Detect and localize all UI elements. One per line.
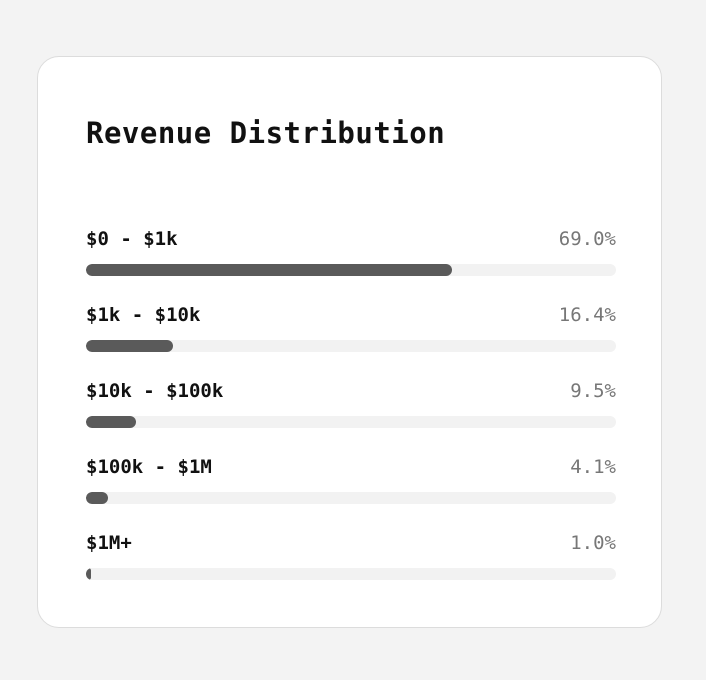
row-header: $1k - $10k 16.4% bbox=[86, 303, 616, 327]
bar-track bbox=[86, 340, 616, 352]
category-label: $1k - $10k bbox=[86, 304, 201, 326]
row-header: $0 - $1k 69.0% bbox=[86, 227, 616, 251]
bar-track bbox=[86, 416, 616, 428]
distribution-row: $0 - $1k 69.0% bbox=[86, 227, 616, 303]
bar-fill bbox=[86, 492, 108, 504]
percentage-value: 4.1% bbox=[570, 456, 616, 478]
distribution-row: $100k - $1M 4.1% bbox=[86, 455, 616, 531]
distribution-bar-list: $0 - $1k 69.0% $1k - $10k 16.4% $10k - $100k… bbox=[86, 227, 616, 607]
revenue-distribution-card: Revenue Distribution $0 - $1k 69.0% $1k - … bbox=[37, 56, 662, 628]
distribution-row: $1k - $10k 16.4% bbox=[86, 303, 616, 379]
category-label: $100k - $1M bbox=[86, 456, 212, 478]
row-header: $10k - $100k 9.5% bbox=[86, 379, 616, 403]
percentage-value: 16.4% bbox=[558, 304, 616, 326]
bar-fill bbox=[86, 416, 137, 428]
bar-fill bbox=[86, 340, 173, 352]
category-label: $1M+ bbox=[86, 532, 132, 554]
bar-track bbox=[86, 264, 616, 276]
bar-fill bbox=[86, 264, 452, 276]
percentage-value: 9.5% bbox=[570, 380, 616, 402]
bar-track bbox=[86, 568, 616, 580]
card-title: Revenue Distribution bbox=[86, 116, 446, 150]
distribution-row: $1M+ 1.0% bbox=[86, 531, 616, 607]
category-label: $0 - $1k bbox=[86, 228, 178, 250]
row-header: $1M+ 1.0% bbox=[86, 531, 616, 555]
distribution-row: $10k - $100k 9.5% bbox=[86, 379, 616, 455]
bar-track bbox=[86, 492, 616, 504]
category-label: $10k - $100k bbox=[86, 380, 224, 402]
row-header: $100k - $1M 4.1% bbox=[86, 455, 616, 479]
bar-fill bbox=[86, 568, 92, 580]
percentage-value: 69.0% bbox=[558, 228, 616, 250]
percentage-value: 1.0% bbox=[570, 532, 616, 554]
